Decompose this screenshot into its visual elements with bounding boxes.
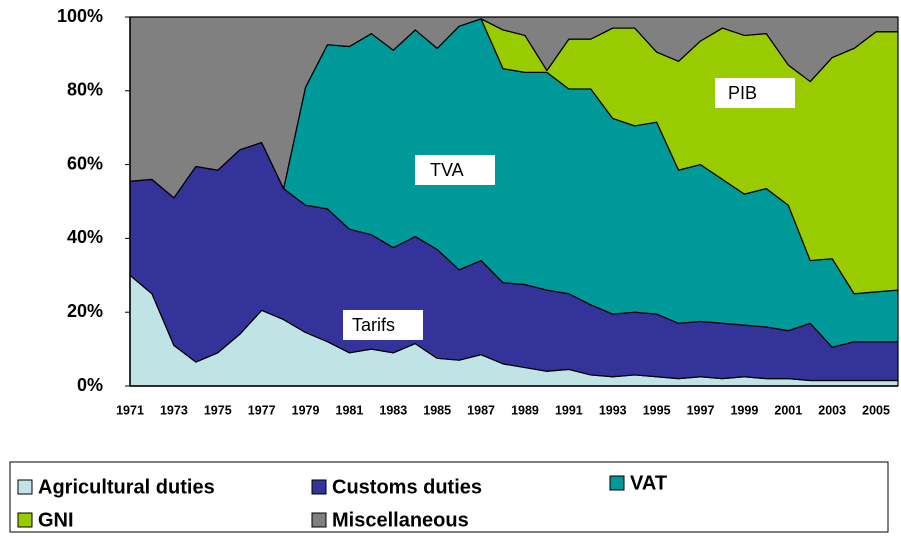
legend-swatch — [609, 475, 625, 491]
x-tick-label: 1975 — [204, 403, 232, 417]
y-tick-label: 60% — [67, 153, 103, 173]
annotation: Tarifs — [352, 315, 395, 335]
area — [129, 16, 899, 199]
x-tick-label: 1973 — [160, 403, 188, 417]
x-tick-label: 1977 — [248, 403, 276, 417]
y-tick-label: 40% — [67, 227, 103, 247]
x-tick-label: 1971 — [116, 403, 144, 417]
legend-box — [9, 461, 889, 533]
x-tick-label: 1999 — [730, 403, 758, 417]
x-tick-label: 1993 — [599, 403, 627, 417]
x-tick-label: 1983 — [379, 403, 407, 417]
y-tick-label: 20% — [67, 301, 103, 321]
x-tick-label: 2005 — [862, 403, 890, 417]
annotation-box — [415, 155, 495, 185]
annotation: TVA — [430, 160, 464, 180]
x-tick-label: 2001 — [774, 403, 802, 417]
x-tick-label: 2003 — [818, 403, 846, 417]
x-tick-label: 1995 — [643, 403, 671, 417]
x-tick-label: 1981 — [336, 403, 364, 417]
legend-label: GNI — [38, 509, 74, 531]
y-tick-label: 80% — [67, 80, 103, 100]
legend-label: Miscellaneous — [332, 509, 469, 531]
x-tick-label: 1989 — [511, 403, 539, 417]
annotation: PIB — [728, 83, 757, 103]
annotation-box — [343, 310, 423, 340]
x-tick-label: 1997 — [687, 403, 715, 417]
legend-swatch — [311, 479, 327, 495]
x-tick-label: 1985 — [423, 403, 451, 417]
legend-swatch — [311, 512, 327, 528]
legend-swatch — [17, 479, 33, 495]
legend-label: Customs duties — [332, 476, 482, 498]
legend-label: Agricultural duties — [38, 476, 215, 498]
x-tick-label: 1979 — [292, 403, 320, 417]
y-tick-label: 100% — [57, 6, 103, 26]
x-tick-label: 1987 — [467, 403, 495, 417]
legend-label: VAT — [630, 472, 667, 494]
y-tick-label: 0% — [77, 375, 103, 395]
x-tick-label: 1991 — [555, 403, 583, 417]
legend-swatch — [17, 512, 33, 528]
annotation-box — [715, 78, 795, 108]
